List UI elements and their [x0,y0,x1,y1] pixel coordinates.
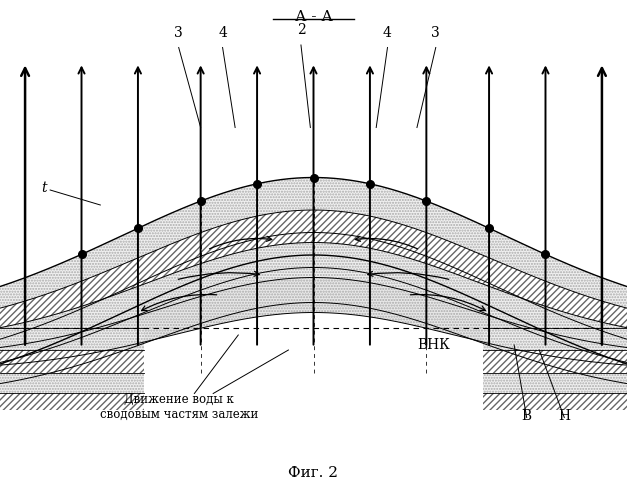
Text: t: t [41,180,47,194]
Text: 4: 4 [383,26,392,40]
Text: Фиг. 2: Фиг. 2 [288,466,339,480]
Text: Н: Н [558,408,571,422]
Text: Движение воды к
сводовым частям залежи: Движение воды к сводовым частям залежи [100,392,258,420]
Text: 3: 3 [174,26,183,40]
Text: 2: 2 [297,24,305,38]
Text: 4: 4 [218,26,227,40]
Text: А - А: А - А [295,10,332,24]
Text: ВНК: ВНК [417,338,450,352]
Text: В: В [522,408,532,422]
Text: 3: 3 [431,26,440,40]
